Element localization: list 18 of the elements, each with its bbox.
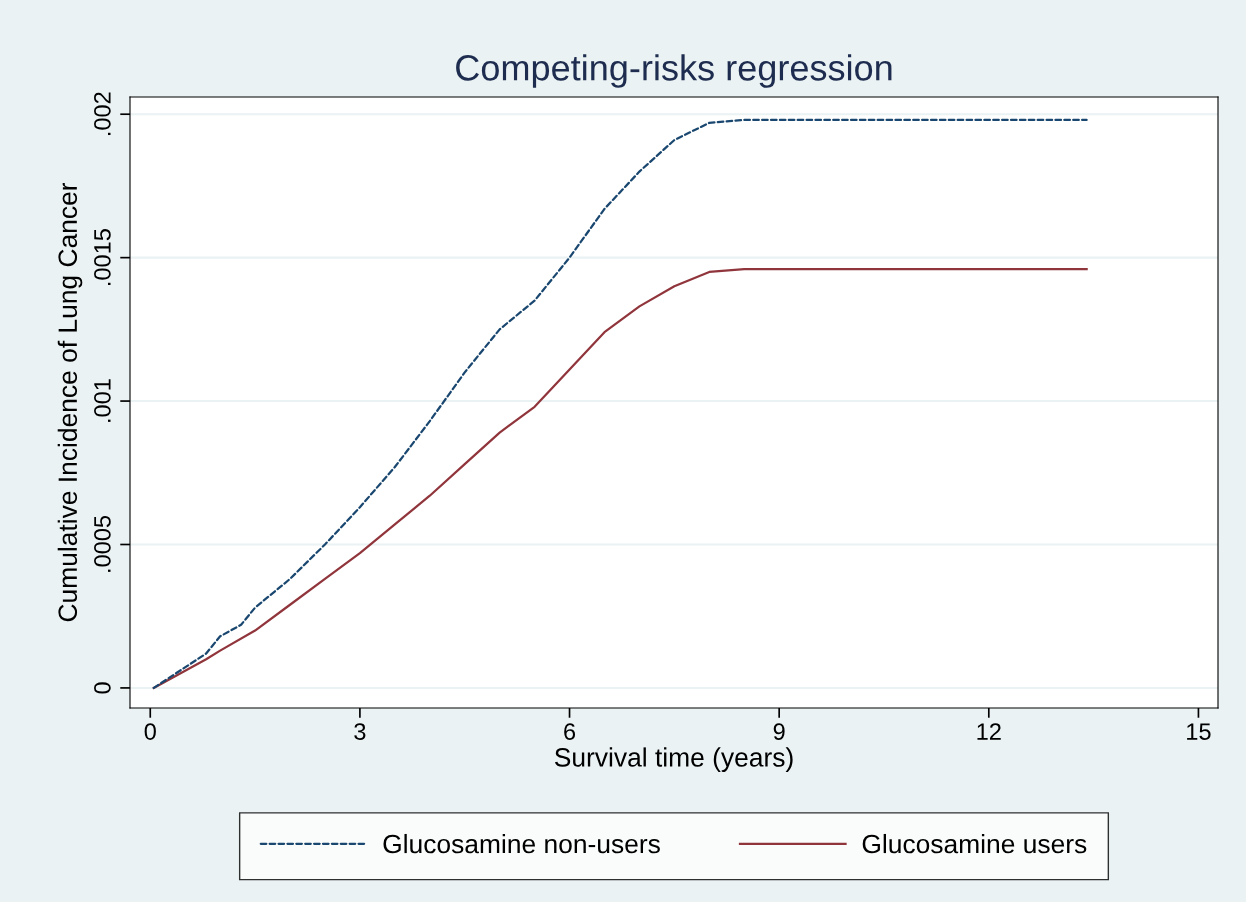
x-axis-title: Survival time (years) xyxy=(554,747,793,772)
x-tick-label: 6 xyxy=(564,723,576,740)
x-tick-label: 15 xyxy=(1187,723,1211,740)
x-tick-label: 12 xyxy=(977,723,1001,740)
line-series xyxy=(152,268,1088,690)
y-axis-title: Cumulative Incidence of Lung Cancer xyxy=(57,182,83,622)
y-tick-label: .001 xyxy=(94,379,111,422)
y-tick-label: .0015 xyxy=(94,229,111,286)
y-tick-label: 0 xyxy=(94,682,111,694)
x-tick-label: 3 xyxy=(354,723,366,740)
y-tick-label: .0005 xyxy=(94,515,111,572)
x-tick-label: 9 xyxy=(773,723,785,740)
x-tick-label: 0 xyxy=(144,723,156,740)
legend-label: Glucosamine non-users xyxy=(383,833,660,854)
y-tick-label: .002 xyxy=(94,92,111,136)
chart-title: Competing-risks regression xyxy=(456,54,892,88)
line-series xyxy=(152,118,1088,690)
legend-label: Glucosamine users xyxy=(862,833,1087,854)
